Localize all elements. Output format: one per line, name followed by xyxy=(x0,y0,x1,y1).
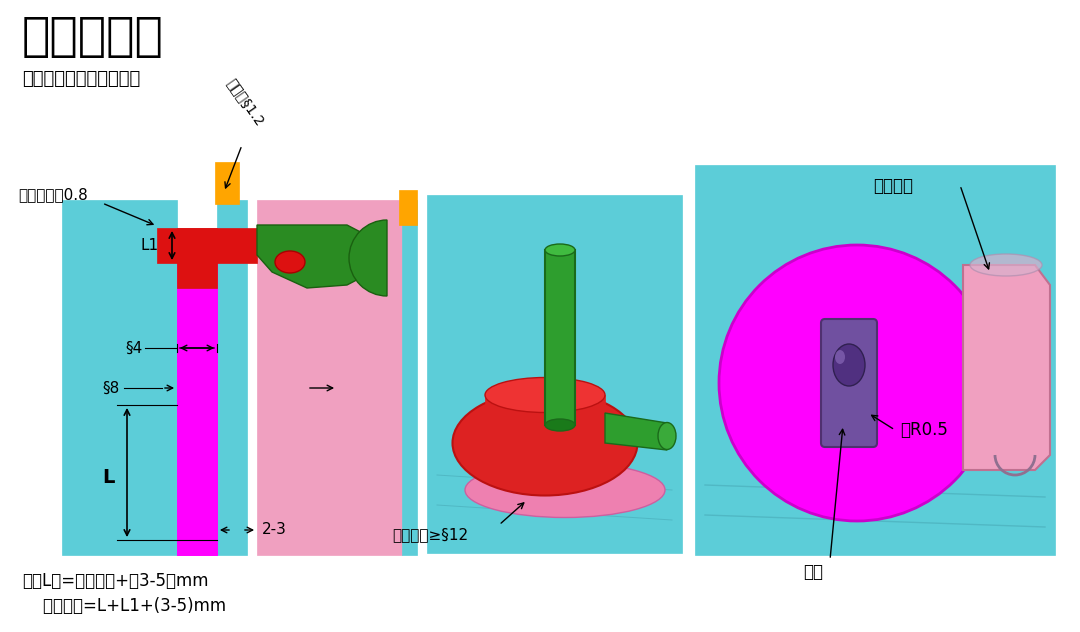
Polygon shape xyxy=(963,265,1050,470)
Text: 倒R0.5: 倒R0.5 xyxy=(900,421,948,439)
Bar xyxy=(177,260,217,555)
Bar xyxy=(177,228,217,288)
Text: 利于折弯: 利于折弯 xyxy=(873,177,913,195)
Text: 牛角潜骨位: 牛角潜骨位 xyxy=(22,15,164,60)
FancyBboxPatch shape xyxy=(821,319,877,447)
Ellipse shape xyxy=(545,244,575,256)
Text: §8: §8 xyxy=(102,380,119,396)
Ellipse shape xyxy=(465,463,665,518)
Bar xyxy=(696,165,1055,555)
Bar xyxy=(177,260,217,555)
Wedge shape xyxy=(349,220,387,296)
Circle shape xyxy=(719,245,995,521)
Text: 2-3: 2-3 xyxy=(262,523,287,537)
Bar xyxy=(402,200,417,555)
Bar xyxy=(215,162,239,204)
Ellipse shape xyxy=(453,391,637,495)
Polygon shape xyxy=(605,413,667,450)
Text: 注：L値=牛角线长+（3-5）mm: 注：L値=牛角线长+（3-5）mm xyxy=(22,572,208,590)
Text: 吸盘范围≥§12: 吸盘范围≥§12 xyxy=(392,528,468,542)
Bar xyxy=(399,190,417,225)
Ellipse shape xyxy=(545,419,575,431)
Bar xyxy=(217,200,247,555)
Ellipse shape xyxy=(970,254,1042,276)
Text: L1: L1 xyxy=(140,238,158,253)
Polygon shape xyxy=(545,250,575,425)
Text: 顶针行程=L+L1+(3-5)mm: 顶针行程=L+L1+(3-5)mm xyxy=(22,597,226,615)
Text: 止转: 止转 xyxy=(804,563,823,581)
Text: 进胶口§1.2: 进胶口§1.2 xyxy=(224,76,267,128)
Bar xyxy=(157,228,257,263)
Text: 吸盘片厚度0.8: 吸盘片厚度0.8 xyxy=(18,188,87,202)
Ellipse shape xyxy=(833,344,865,386)
Ellipse shape xyxy=(658,423,676,449)
Text: 牛角潜骨位形式结构如下: 牛角潜骨位形式结构如下 xyxy=(22,70,140,88)
Polygon shape xyxy=(257,225,382,288)
Bar xyxy=(427,195,681,553)
Ellipse shape xyxy=(485,377,605,413)
Bar xyxy=(485,395,605,450)
Bar xyxy=(257,200,402,555)
Text: §4: §4 xyxy=(125,341,143,355)
Ellipse shape xyxy=(835,350,845,364)
Text: L: L xyxy=(102,468,114,487)
Ellipse shape xyxy=(275,251,305,273)
Bar xyxy=(62,200,177,555)
